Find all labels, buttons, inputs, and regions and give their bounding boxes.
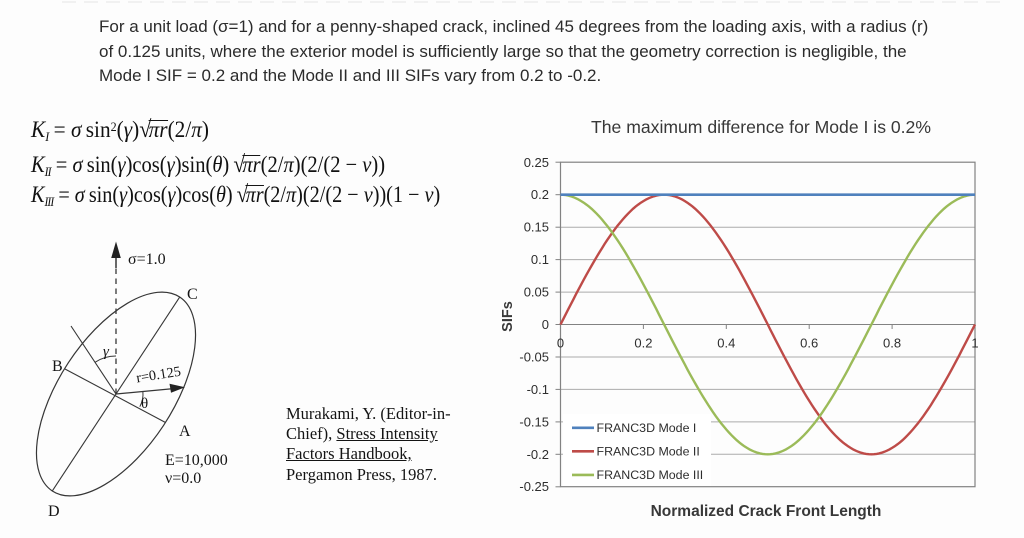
svg-text:B: B bbox=[52, 358, 63, 375]
svg-text:γ: γ bbox=[103, 344, 110, 360]
svg-text:-0.1: -0.1 bbox=[527, 382, 549, 397]
svg-text:-0.2: -0.2 bbox=[527, 447, 549, 462]
svg-text:0: 0 bbox=[542, 317, 549, 332]
svg-text:FRANC3D Mode I: FRANC3D Mode I bbox=[597, 421, 697, 435]
svg-text:SIFs: SIFs bbox=[500, 301, 516, 332]
svg-text:0.25: 0.25 bbox=[524, 155, 549, 170]
svg-text:ν=0.0: ν=0.0 bbox=[165, 470, 201, 487]
svg-text:0.4: 0.4 bbox=[717, 336, 735, 351]
svg-text:-0.25: -0.25 bbox=[519, 479, 549, 494]
svg-text:Normalized Crack Front Length: Normalized Crack Front Length bbox=[651, 503, 882, 520]
svg-text:0.2: 0.2 bbox=[634, 336, 652, 351]
svg-text:A: A bbox=[179, 423, 191, 440]
svg-text:0.05: 0.05 bbox=[524, 285, 549, 300]
svg-text:0.8: 0.8 bbox=[883, 336, 901, 351]
svg-text:The maximum difference for Mod: The maximum difference for Mode I is 0.2… bbox=[591, 117, 931, 137]
svg-text:C: C bbox=[187, 286, 198, 303]
svg-text:-0.05: -0.05 bbox=[519, 350, 549, 365]
svg-text:D: D bbox=[48, 503, 60, 520]
svg-text:0.15: 0.15 bbox=[524, 220, 549, 235]
svg-text:σ=1.0: σ=1.0 bbox=[128, 251, 166, 268]
svg-text:-0.15: -0.15 bbox=[519, 414, 549, 429]
svg-text:0.6: 0.6 bbox=[800, 336, 818, 351]
svg-text:FRANC3D Mode III: FRANC3D Mode III bbox=[597, 468, 704, 482]
svg-text:0.2: 0.2 bbox=[531, 187, 549, 202]
svg-text:θ: θ bbox=[141, 396, 148, 412]
svg-text:0: 0 bbox=[557, 336, 564, 351]
svg-text:1: 1 bbox=[971, 336, 978, 351]
svg-text:FRANC3D Mode II: FRANC3D Mode II bbox=[597, 445, 700, 459]
svg-text:0.1: 0.1 bbox=[531, 252, 549, 267]
svg-text:E=10,000: E=10,000 bbox=[165, 452, 228, 469]
svg-text:r=0.125: r=0.125 bbox=[135, 364, 182, 387]
